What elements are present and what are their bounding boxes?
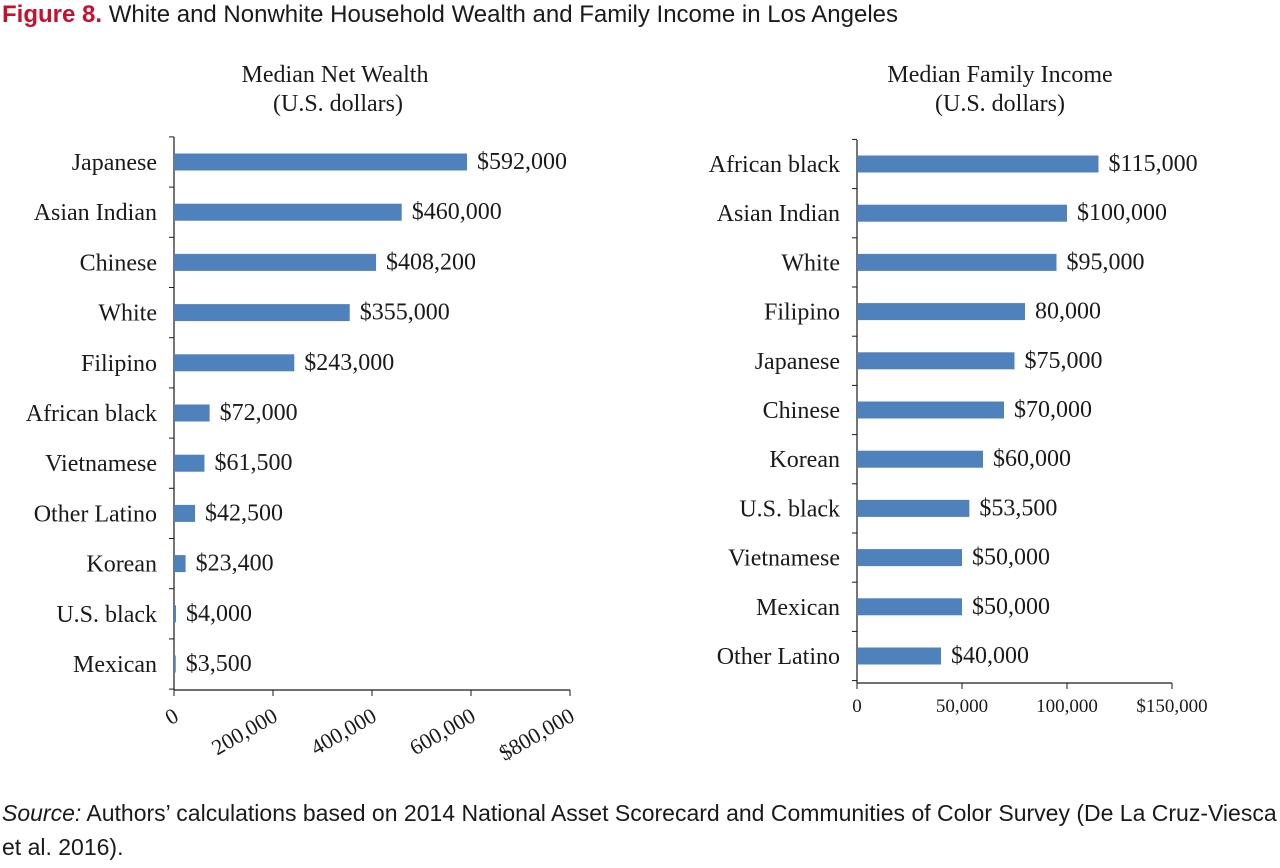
- figure-title: White and Nonwhite Household Wealth and …: [108, 1, 899, 28]
- bar: [857, 499, 970, 517]
- data-label: $95,000: [1067, 249, 1145, 275]
- bar: [857, 450, 983, 468]
- source-note: Source: Authors’ calculations based on 2…: [2, 796, 1278, 864]
- data-label: $70,000: [1014, 397, 1092, 423]
- bar: [857, 204, 1067, 222]
- category-label: Mexican: [756, 595, 840, 621]
- x-tick-label: $150,000: [1136, 696, 1207, 717]
- data-label: $100,000: [1077, 200, 1167, 226]
- data-label: $40,000: [951, 643, 1029, 669]
- chart-subtitle: (U.S. dollars): [273, 91, 403, 117]
- category-label: Filipino: [764, 300, 840, 326]
- data-label: $4,000: [186, 601, 252, 627]
- figure-label: Figure 8.: [2, 1, 103, 28]
- bar: [857, 352, 1015, 370]
- bar: [174, 404, 210, 422]
- data-label: $50,000: [972, 594, 1050, 620]
- category-label: Vietnamese: [45, 451, 157, 477]
- data-label: $23,400: [196, 551, 274, 577]
- bar: [174, 555, 186, 573]
- category-label: Mexican: [73, 652, 157, 678]
- category-label: White: [781, 250, 840, 276]
- net-wealth-chart: Median Net Wealth (U.S. dollars) Japanes…: [26, 62, 579, 766]
- category-label: African black: [26, 401, 157, 427]
- category-label: Filipino: [81, 351, 157, 377]
- family-income-chart: Median Family Income (U.S. dollars) Afri…: [709, 62, 1208, 717]
- data-label: $592,000: [477, 149, 567, 175]
- figure-header: Figure 8. White and Nonwhite Household W…: [2, 0, 898, 30]
- data-label: $72,000: [220, 400, 298, 426]
- bar: [174, 504, 196, 522]
- category-label: Vietnamese: [728, 546, 840, 572]
- data-label: $3,500: [186, 651, 252, 677]
- bar: [174, 203, 402, 221]
- category-label: Chinese: [80, 250, 157, 276]
- category-label: Asian Indian: [717, 201, 840, 227]
- data-label: $75,000: [1025, 348, 1103, 374]
- x-tick-label: 600,000: [405, 703, 479, 760]
- bar: [174, 253, 377, 271]
- data-label: $42,500: [205, 500, 283, 526]
- data-label: $243,000: [304, 350, 394, 376]
- data-label: $61,500: [214, 450, 292, 476]
- category-label: Korean: [86, 552, 157, 578]
- category-label: U.S. black: [739, 496, 840, 522]
- bar: [174, 605, 176, 623]
- data-label: $115,000: [1109, 151, 1198, 177]
- category-label: U.S. black: [56, 602, 157, 628]
- bar: [174, 153, 468, 171]
- data-label: $50,000: [972, 545, 1050, 571]
- x-tick-label: 50,000: [936, 696, 988, 717]
- bar: [174, 304, 350, 322]
- x-tick-label: 0: [852, 696, 862, 717]
- data-label: $408,200: [386, 249, 476, 275]
- category-label: Other Latino: [717, 644, 840, 670]
- bar: [857, 401, 1004, 419]
- bar: [857, 303, 1025, 321]
- x-tick-label: 100,000: [1036, 696, 1098, 717]
- data-label: $460,000: [412, 199, 502, 225]
- data-label: 80,000: [1035, 299, 1101, 325]
- bar: [857, 253, 1057, 271]
- category-label: Japanese: [755, 349, 840, 375]
- bar: [174, 354, 295, 372]
- x-tick-label: 0: [160, 703, 182, 730]
- bar: [174, 454, 205, 472]
- chart-title: Median Family Income: [887, 62, 1112, 88]
- chart-title: Median Net Wealth: [242, 62, 429, 88]
- category-label: Korean: [769, 447, 840, 473]
- category-label: Other Latino: [34, 501, 157, 527]
- category-label: Asian Indian: [34, 200, 157, 226]
- category-label: African black: [709, 152, 840, 178]
- category-label: Japanese: [72, 150, 157, 176]
- bar: [857, 598, 962, 616]
- bar: [857, 155, 1099, 173]
- bar: [174, 655, 176, 673]
- bar: [857, 549, 962, 567]
- x-tick-label: 400,000: [306, 703, 380, 760]
- chart-subtitle: (U.S. dollars): [935, 91, 1065, 117]
- category-label: Chinese: [763, 398, 840, 424]
- source-label: Source:: [2, 800, 82, 826]
- data-label: $355,000: [360, 300, 450, 326]
- x-tick-label: 200,000: [207, 703, 281, 760]
- x-tick-label: $800,000: [495, 703, 579, 766]
- data-label: $53,500: [979, 495, 1057, 521]
- source-text: Authors’ calculations based on 2014 Nati…: [2, 800, 1277, 860]
- bar: [857, 647, 941, 665]
- category-label: White: [98, 301, 157, 327]
- data-label: $60,000: [993, 446, 1071, 472]
